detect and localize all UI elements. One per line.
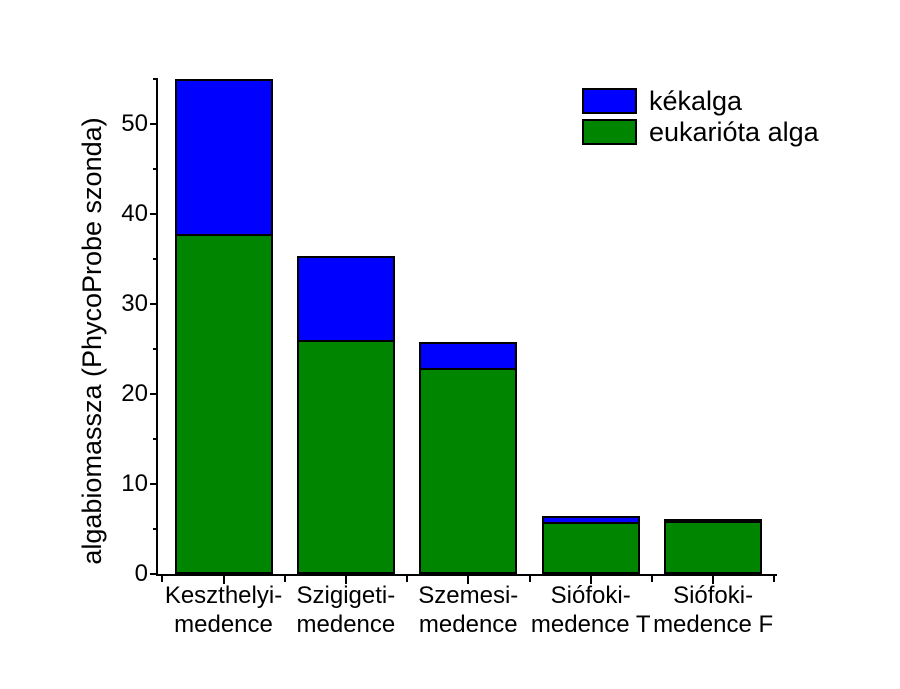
- y-axis-major-tick: [150, 123, 158, 125]
- y-axis-tick-label: 20: [121, 380, 148, 407]
- bar-segment-kekalga: [296, 256, 395, 340]
- y-axis-title: algabiomassza (PhycoProbe szonda): [77, 117, 107, 565]
- legend-label-kekalga: kékalga: [649, 86, 743, 116]
- legend-item-kekalga: kékalga: [582, 86, 819, 116]
- x-axis-minor-tick: [406, 576, 409, 582]
- x-axis-minor-tick: [528, 576, 531, 582]
- x-axis-tick-label: Szigigeti- medence: [296, 582, 396, 638]
- legend-swatch-kekalga: [582, 88, 637, 114]
- x-axis-major-tick: [467, 576, 470, 584]
- y-axis-major-tick: [150, 483, 158, 485]
- bar-segment-eukariota-alga: [174, 233, 273, 574]
- y-axis-minor-tick: [153, 78, 158, 80]
- y-axis-minor-tick: [153, 168, 158, 170]
- x-axis-minor-tick: [283, 576, 286, 582]
- legend: kékalga eukarióta alga: [582, 88, 819, 150]
- y-axis-minor-tick: [153, 528, 158, 530]
- y-axis-tick-label: 40: [121, 200, 148, 227]
- bar-segment-kekalga: [419, 341, 518, 368]
- x-axis-tick-label: Keszthelyi- medence: [164, 582, 283, 638]
- legend-label-eukariota-alga: eukarióta alga: [649, 117, 819, 147]
- legend-item-eukariota-alga: eukarióta alga: [582, 117, 819, 147]
- plot-area: [156, 78, 777, 576]
- y-axis-minor-tick: [153, 348, 158, 350]
- y-axis-major-tick: [150, 213, 158, 215]
- x-axis-minor-tick: [650, 576, 653, 582]
- x-axis-tick-label: Siófoki- medence T: [530, 582, 651, 638]
- bar-segment-kekalga: [174, 79, 273, 234]
- bar-segment-kekalga: [664, 519, 763, 522]
- y-axis-tick-label: 30: [121, 290, 148, 317]
- x-axis-tick-label: Szemesi- medence: [418, 582, 519, 638]
- y-axis-tick-label: 10: [121, 470, 148, 497]
- x-axis-major-tick: [344, 576, 347, 584]
- bar-segment-eukariota-alga: [296, 340, 395, 574]
- y-axis-minor-tick: [153, 438, 158, 440]
- bar-segment-eukariota-alga: [664, 520, 763, 574]
- x-axis-tick-label: Siófoki- medence F: [653, 582, 774, 638]
- y-axis-tick-label: 0: [134, 560, 148, 587]
- bar-segment-kekalga: [541, 516, 640, 522]
- bar-segment-eukariota-alga: [541, 521, 640, 574]
- y-axis-major-tick: [150, 303, 158, 305]
- x-axis-major-tick: [589, 576, 592, 584]
- y-axis-major-tick: [150, 393, 158, 395]
- bar-segment-eukariota-alga: [419, 367, 518, 574]
- y-axis-tick-label: 50: [121, 110, 148, 137]
- y-axis-major-tick: [150, 573, 158, 575]
- x-axis-minor-tick: [161, 576, 164, 582]
- y-axis-minor-tick: [153, 258, 158, 260]
- x-axis-minor-tick: [773, 576, 776, 582]
- x-axis-major-tick: [712, 576, 715, 584]
- x-axis-major-tick: [222, 576, 225, 584]
- legend-swatch-eukariota-alga: [582, 119, 637, 145]
